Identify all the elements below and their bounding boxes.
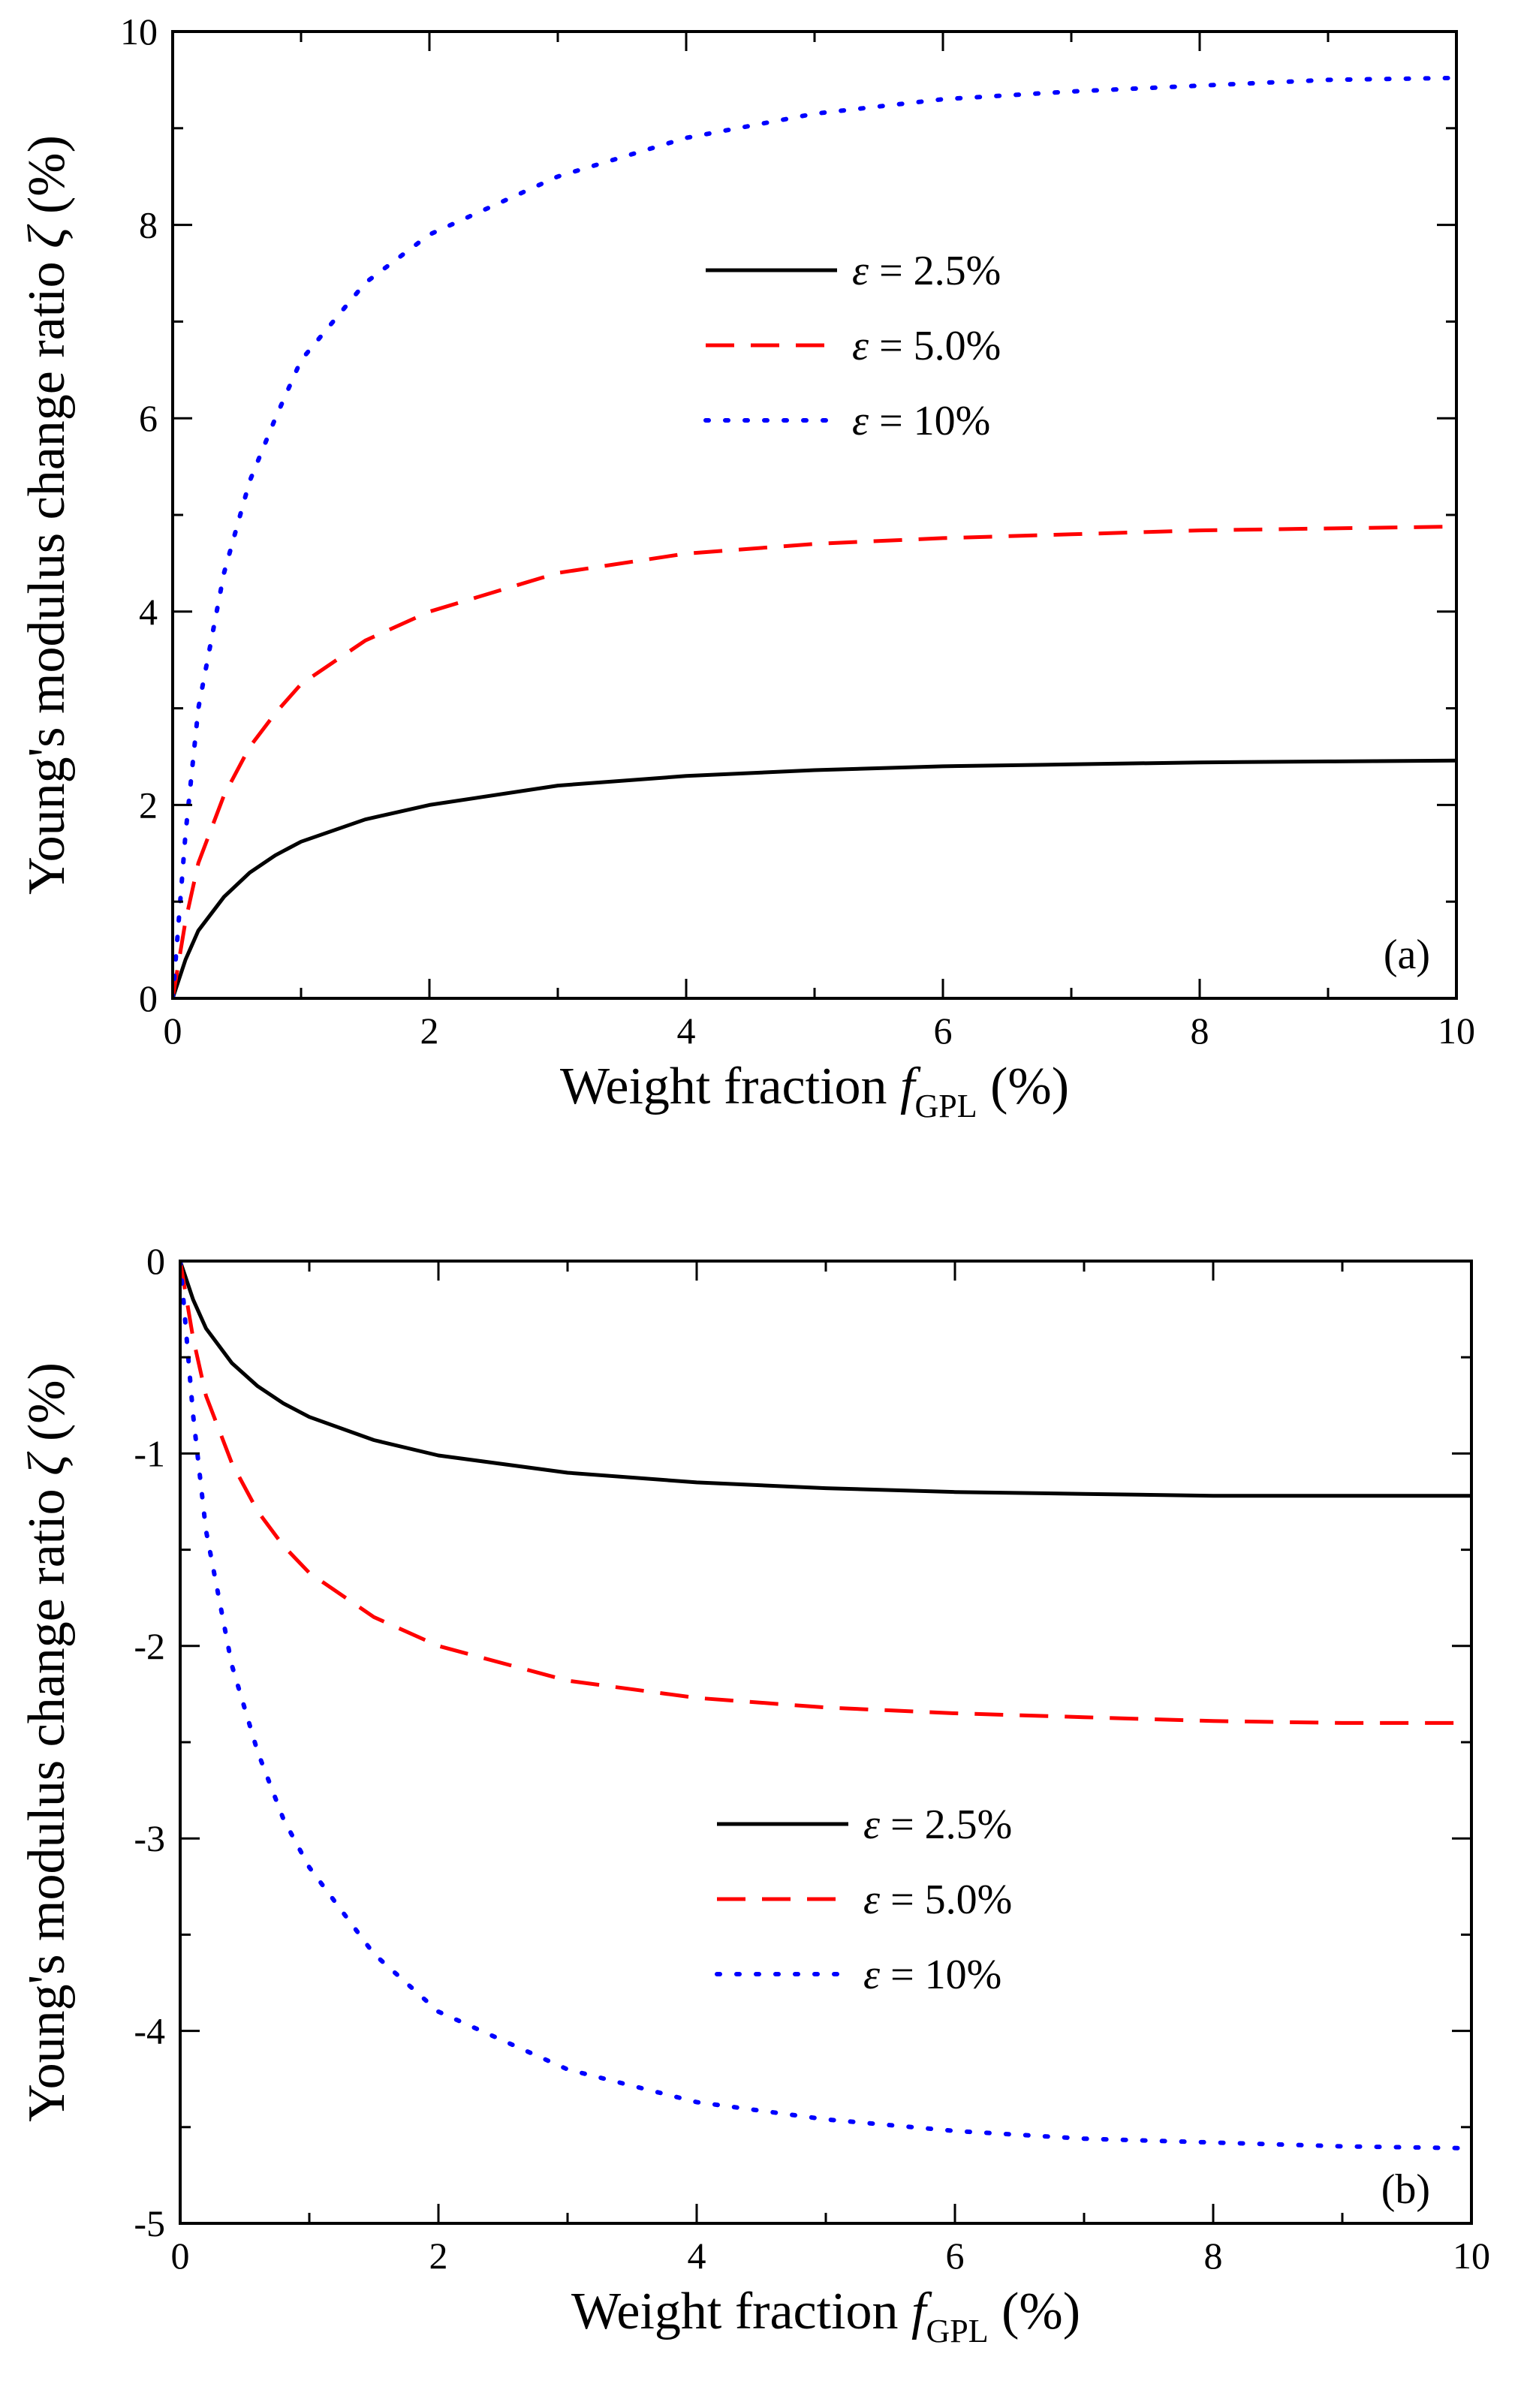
legend-label-text: = 2.5% (869, 248, 1001, 294)
y-tick-label: -3 (134, 1817, 165, 1859)
series-line-dashed (173, 525, 1456, 998)
legend-label-var: ε (852, 248, 869, 294)
series-line-solid (173, 758, 1456, 998)
y-tick-label: 4 (139, 591, 158, 633)
x-tick-label: 10 (1453, 2235, 1490, 2277)
x-tick-label: 8 (1204, 2235, 1223, 2277)
y-axis-title-unit: (%) (18, 1362, 76, 1454)
x-tick-label: 8 (1191, 1010, 1209, 1052)
legend-label-text: = 2.5% (880, 1801, 1012, 1848)
x-tick-label: 10 (1438, 1010, 1475, 1052)
y-tick-label: -2 (134, 1625, 165, 1667)
x-tick-label: 0 (171, 2235, 190, 2277)
x-tick-label: 4 (688, 2235, 706, 2277)
y-tick-label: -4 (134, 2010, 165, 2052)
x-axis-title-sub: GPL (914, 1088, 977, 1124)
y-axis-title-main: Young's modulus change ratio (18, 1476, 76, 2122)
legend-label: ε = 10% (863, 1952, 1001, 1998)
y-tick-label: 0 (139, 977, 158, 1019)
legend-label-text: = 10% (869, 398, 990, 444)
legend-label: ε = 10% (852, 398, 990, 444)
y-tick-label: 2 (139, 784, 158, 826)
legend-label-text: = 5.0% (869, 323, 1001, 369)
legend-label-text: = 5.0% (880, 1877, 1012, 1923)
x-axis-title-unit: (%) (977, 1058, 1069, 1115)
x-tick-label: 2 (420, 1010, 439, 1052)
chart-panel-b: 0 2 4 6 8 10 -5 -4 -3 -2 -1 0 Weight fraction fGPL (… (18, 1240, 1490, 2349)
x-tick-label: 0 (164, 1010, 182, 1052)
legend-label-var: ε (863, 1877, 881, 1923)
x-tick-label: 4 (677, 1010, 696, 1052)
y-tick-label: 0 (146, 1240, 165, 1282)
legend-label-var: ε (852, 398, 869, 444)
x-axis-title-unit: (%) (989, 2283, 1080, 2340)
y-axis-title: Young's modulus change ratio ζ (%) (18, 1362, 76, 2122)
legend-label: ε = 2.5% (863, 1801, 1012, 1848)
legend-label: ε = 5.0% (852, 323, 1001, 369)
x-tick-label: 2 (429, 2235, 448, 2277)
chart-panel-a: 0 2 4 6 8 10 0 2 4 6 8 10 Weight fraction fGPL (%) Yo… (18, 11, 1475, 1124)
legend-label-var: ε (863, 1952, 881, 1998)
y-axis-title-main: Young's modulus change ratio (18, 248, 76, 895)
y-axis-title: Young's modulus change ratio ζ (%) (18, 135, 76, 895)
x-axis-title-main: Weight fraction (560, 1058, 900, 1115)
x-axis-title-main: Weight fraction (571, 2283, 911, 2340)
series-line-dotted (173, 75, 1456, 998)
x-axis-title-sub: GPL (926, 2313, 988, 2349)
y-axis-title-unit: (%) (18, 135, 76, 227)
panel-label: (b) (1381, 2166, 1430, 2213)
legend-label: ε = 2.5% (852, 248, 1001, 294)
plot-frame (171, 30, 1458, 1000)
x-tick-label: 6 (934, 1010, 953, 1052)
series-line-dotted (180, 1261, 1471, 2151)
legend-label: ε = 5.0% (863, 1877, 1012, 1923)
y-axis-title-var: ζ (18, 1451, 76, 1476)
legend-label-var: ε (863, 1801, 881, 1848)
panel-label: (a) (1384, 932, 1430, 978)
x-axis-title: Weight fraction fGPL (%) (560, 1058, 1069, 1124)
y-tick-label: 10 (120, 11, 158, 53)
x-axis-title: Weight fraction fGPL (%) (571, 2283, 1080, 2349)
y-tick-label: 6 (139, 397, 158, 439)
y-tick-label: -1 (134, 1432, 165, 1474)
plot-frame (179, 1260, 1473, 2225)
series-line-solid (180, 1261, 1471, 1498)
legend-label-text: = 10% (880, 1952, 1001, 1998)
y-tick-label: -5 (134, 2202, 165, 2244)
legend-label-var: ε (852, 323, 869, 369)
x-tick-label: 6 (946, 2235, 965, 2277)
y-axis-title-var: ζ (18, 224, 76, 248)
y-tick-label: 8 (139, 204, 158, 246)
series-line-dashed (180, 1261, 1471, 1725)
